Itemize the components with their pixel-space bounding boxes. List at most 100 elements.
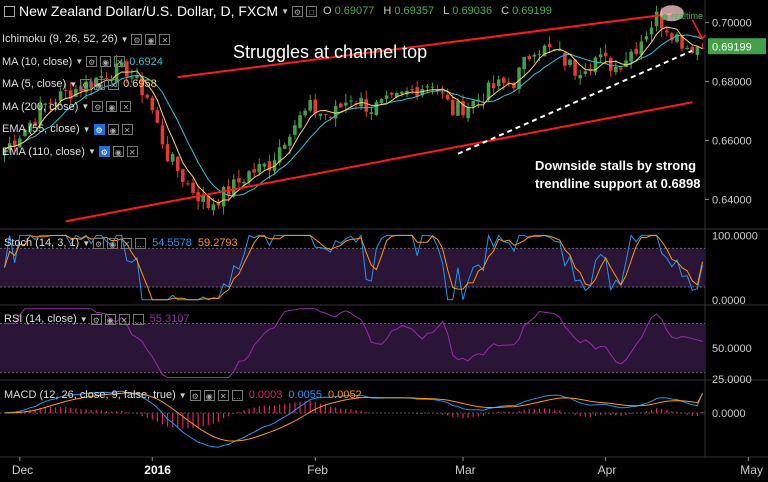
macd-pane[interactable] bbox=[0, 390, 705, 448]
candle bbox=[517, 67, 521, 89]
candle bbox=[369, 112, 374, 114]
candle bbox=[74, 88, 78, 97]
indicator-ma5[interactable]: MA (5, close) ▼ ⚙ ◉ ✕ 0.6958 bbox=[2, 78, 157, 91]
channel-upper-line bbox=[177, 12, 673, 79]
candle bbox=[252, 169, 256, 173]
candle bbox=[578, 75, 582, 79]
rsi-axis-label: 50.0000 bbox=[712, 343, 752, 355]
stoch-title[interactable]: Stoch (14, 3, 1) ▼ ⚙ ◉ ✕… 54.5578 59.2793 bbox=[4, 237, 238, 249]
candle bbox=[267, 161, 272, 171]
candle bbox=[614, 66, 618, 73]
chevron-down-icon: ▼ bbox=[82, 238, 91, 248]
candle bbox=[537, 53, 542, 55]
hide-icon: ◉ bbox=[203, 389, 215, 401]
candle bbox=[114, 63, 119, 83]
down-arrow-icon bbox=[691, 19, 704, 40]
candle bbox=[527, 56, 532, 60]
collapse-icon[interactable] bbox=[4, 5, 15, 17]
candle bbox=[257, 163, 262, 173]
time-axis-label: Mar bbox=[455, 463, 476, 477]
candle bbox=[685, 47, 689, 49]
chevron-down-icon: ▼ bbox=[120, 34, 129, 44]
open-value: 0.69077 bbox=[334, 5, 375, 17]
candle bbox=[2, 149, 7, 156]
stoch-k-value: 54.5578 bbox=[152, 237, 192, 249]
candle bbox=[486, 82, 491, 100]
down-arrow-head-icon bbox=[698, 34, 707, 40]
candle bbox=[558, 50, 562, 52]
rsi-value: 55.3107 bbox=[149, 313, 190, 325]
candle bbox=[333, 105, 338, 119]
channel-lower-line bbox=[65, 101, 693, 223]
candle bbox=[12, 140, 17, 146]
candle bbox=[547, 44, 552, 48]
candle bbox=[608, 57, 613, 71]
settings-icon: ⚙ bbox=[131, 33, 143, 45]
chevron-down-icon: ▼ bbox=[69, 79, 78, 89]
candle bbox=[28, 122, 32, 132]
rsi-title[interactable]: RSI (14, close) ▼ ⚙ ◉ ✕… 55.3107 bbox=[4, 313, 190, 325]
settings-icon: ⚙ bbox=[93, 237, 105, 249]
price-axis[interactable]: 0.70000 0.68000 0.66000 0.64000 0.69199 100.0… bbox=[705, 18, 766, 420]
indicator-ma200[interactable]: MA (200, close) ▼ ⚙ ◉ ✕ bbox=[2, 96, 170, 119]
symbol-title[interactable]: New Zealand Dollar/U.S. Dollar, D, FXCM bbox=[19, 3, 279, 19]
last-price-badge bbox=[708, 38, 766, 55]
chevron-down-icon: ▼ bbox=[178, 390, 187, 400]
price-pane[interactable] bbox=[2, 5, 707, 223]
candle bbox=[104, 77, 109, 79]
ohlc-values: O 0.69077 H 0.69357 L 0.69036 C 0.69199 bbox=[323, 5, 552, 17]
rsi-pane[interactable] bbox=[4, 308, 703, 378]
indicator-ema55[interactable]: EMA (55, close) ▼ ⚙ ◉ ✕ bbox=[2, 118, 170, 141]
candle bbox=[563, 52, 567, 66]
candle bbox=[221, 186, 226, 207]
low-value: 0.69036 bbox=[452, 5, 493, 17]
time-axis[interactable]: Dec 2016 Feb Mar Apr May bbox=[12, 457, 763, 477]
candle bbox=[695, 46, 700, 56]
candle bbox=[170, 154, 175, 162]
macd-title[interactable]: MACD (12, 26, close, 9, false, true) ▼ ⚙ ◉… bbox=[4, 389, 362, 401]
symbol-menu-chevron-icon[interactable]: ▼ bbox=[281, 6, 289, 16]
candle bbox=[420, 89, 425, 96]
chevron-down-icon: ▼ bbox=[81, 102, 90, 112]
candle bbox=[119, 62, 124, 67]
candle bbox=[150, 97, 155, 111]
candle bbox=[323, 113, 328, 115]
macd-line bbox=[4, 390, 703, 448]
hide-icon: ◉ bbox=[107, 123, 119, 135]
stoch-d-value: 59.2793 bbox=[197, 237, 238, 249]
indicator-ema110[interactable]: EMA (110, close) ▼ ⚙ ◉ ✕ bbox=[2, 141, 170, 164]
candle bbox=[232, 179, 236, 197]
candle bbox=[145, 94, 149, 98]
candle bbox=[644, 36, 649, 40]
settings-icon[interactable]: ⚙ bbox=[292, 5, 303, 17]
macd-axis-label: 0.0000 bbox=[712, 408, 746, 420]
candle bbox=[211, 204, 216, 211]
candle bbox=[130, 77, 134, 79]
candle bbox=[237, 178, 241, 183]
hide-icon: ◉ bbox=[104, 313, 116, 325]
macd-hist-value: 0.0003 bbox=[248, 389, 283, 401]
candle bbox=[496, 79, 501, 87]
price-axis-label: 0.66000 bbox=[712, 136, 752, 148]
stoch-pane[interactable] bbox=[4, 233, 703, 301]
indicator-ma10[interactable]: MA (10, close) ▼ ⚙ ◉ ✕ 0.6924 bbox=[2, 55, 163, 68]
candle bbox=[277, 147, 282, 163]
candle bbox=[680, 36, 684, 49]
candle bbox=[395, 92, 399, 98]
fullscreen-icon[interactable]: □ bbox=[306, 5, 317, 17]
macd-value: 0.0055 bbox=[288, 389, 323, 401]
time-axis-label: Apr bbox=[598, 463, 617, 477]
candle bbox=[451, 99, 455, 116]
close-icon: ✕ bbox=[121, 237, 133, 249]
candle bbox=[649, 27, 654, 35]
candle bbox=[568, 59, 572, 66]
settings-icon: ⚙ bbox=[93, 123, 105, 135]
candle bbox=[603, 52, 608, 57]
time-axis-label: May bbox=[740, 463, 763, 477]
chart-annotation-note-line1: Downside stalls by strong bbox=[535, 158, 696, 173]
hide-icon: ◉ bbox=[94, 78, 106, 90]
indicator-ichimoku[interactable]: Ichimoku (9, 26, 52, 26) ▼ ⚙ ◉ ✕ bbox=[2, 28, 171, 51]
candle bbox=[430, 86, 435, 88]
candle bbox=[573, 59, 577, 76]
